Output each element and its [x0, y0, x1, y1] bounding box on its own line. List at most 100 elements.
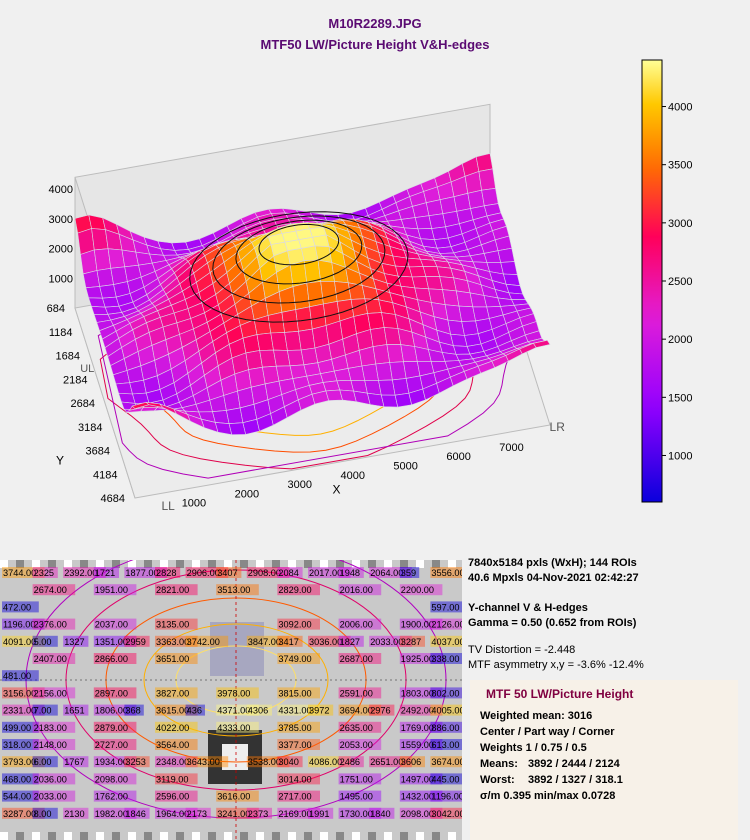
roi-value: 3651.00: [156, 654, 189, 664]
roi-value-bg: [369, 704, 395, 716]
roi-value: 5.00: [34, 637, 52, 647]
roi-value: 886.00: [431, 723, 459, 733]
roi-value-bg: [155, 618, 198, 630]
roi-value: 2036.00: [34, 774, 67, 784]
roi-value: 3827.00: [156, 688, 189, 698]
colorbar-tick-label: 1000: [668, 450, 692, 462]
checker-tile: [16, 560, 24, 568]
roi-value-bg: [430, 721, 462, 733]
roi-value-bg: [216, 790, 259, 802]
x-tick-label: 7000: [499, 442, 523, 454]
roi-value-bg: [93, 790, 137, 802]
roi-value-bg: [63, 756, 89, 768]
surface-contour: [235, 219, 363, 285]
x-tick-label: 1000: [182, 498, 206, 510]
roi-value: 468.00: [3, 774, 31, 784]
roi-value-bg: [308, 635, 351, 647]
roi-value-bg: [185, 635, 229, 647]
roi-value: 2033.00: [34, 792, 67, 802]
worst-value: 3892 / 1327 / 318.1: [528, 774, 623, 786]
checker-tile: [256, 832, 264, 840]
checker-tile: [32, 560, 40, 568]
roi-value: 597.00: [431, 602, 459, 612]
checker-tile: [0, 832, 8, 840]
checker-tile: [16, 832, 24, 840]
roi-value-bg: [338, 704, 382, 716]
roi-value: 3978.00: [217, 688, 250, 698]
surface-contour: [189, 211, 409, 323]
roi-value-bg: [2, 756, 45, 768]
roi-value: 3749.00: [278, 654, 311, 664]
checker-tile: [160, 560, 168, 568]
roi-value: 1769.00: [401, 723, 434, 733]
roi-value-bg: [32, 807, 58, 819]
y-tick-label: 2184: [63, 374, 87, 386]
roi-value-bg: [399, 756, 425, 768]
roi-value: 3972: [309, 706, 329, 716]
corner-label-lr: LR: [550, 420, 566, 434]
roi-value-bg: [277, 739, 320, 750]
roi-value: 1767: [64, 757, 84, 767]
roi-value-bg: [430, 773, 462, 785]
roi-value-bg: [32, 584, 76, 596]
checker-tile: [240, 560, 248, 568]
checker-tile: [96, 560, 104, 568]
checker-tile: [96, 832, 104, 840]
roi-value: 3674.00: [431, 757, 462, 767]
roi-value: 2674.00: [34, 585, 67, 595]
roi-value: 2064.00: [370, 568, 403, 578]
x-tick-label: 6000: [446, 451, 470, 463]
checker-tile: [368, 832, 376, 840]
checker-tile: [432, 832, 440, 840]
roi-value: 1559.00: [401, 740, 434, 750]
roi-value: 3643.00: [187, 757, 220, 767]
roi-value: 2821.00: [156, 585, 189, 595]
roi-value: 3616.00: [217, 792, 250, 802]
checker-tile: [336, 560, 344, 568]
roi-value: 3538.00: [248, 757, 281, 767]
roi-value: 2084: [278, 568, 298, 578]
roi-value-bg: [32, 687, 76, 699]
roi-value: 1900.00: [401, 620, 434, 630]
roi-value-bg: [399, 567, 420, 578]
z-tick-label: 1000: [49, 273, 73, 285]
roi-value-bg: [2, 721, 39, 733]
checker-tile: [160, 832, 168, 840]
roi-value: 1432.00: [401, 792, 434, 802]
checker-tile: [64, 560, 72, 568]
roi-value-bg: [277, 756, 303, 768]
roi-value: 2148.00: [34, 740, 67, 750]
roi-value-bg: [430, 635, 462, 647]
checker-tile: [432, 560, 440, 568]
roi-value: 1934.00: [95, 757, 128, 767]
info-distortion: TV Distortion = -2.448: [468, 644, 576, 656]
roi-value-bg: [93, 773, 137, 785]
roi-value: 1762.00: [95, 792, 128, 802]
checker-tile: [80, 560, 88, 568]
roi-value: 1327: [64, 637, 84, 647]
roi-value-bg: [338, 635, 364, 647]
y-axis-label: Y: [56, 454, 64, 468]
roi-value-bg: [430, 807, 462, 819]
roi-value-bg: [399, 635, 425, 647]
roi-value: 3092.00: [278, 620, 311, 630]
colorbar-tick-label: 2000: [668, 334, 692, 346]
roi-value: 2906.00: [187, 568, 220, 578]
checker-tile: [192, 832, 200, 840]
checker-tile: [192, 560, 200, 568]
y-tick-label: 1684: [56, 351, 80, 363]
roi-value-bg: [2, 739, 39, 750]
roi-value-bg: [93, 807, 137, 819]
roi-value: 4331.00: [278, 706, 311, 716]
roi-value-bg: [338, 756, 364, 768]
info-mpxls: 40.6 Mpxls 04-Nov-2021 02:42:27: [468, 572, 639, 584]
roi-value-bg: [338, 790, 382, 802]
roi-value-bg: [338, 618, 382, 630]
roi-value: 3742.00: [187, 637, 220, 647]
roi-value: 472.00: [3, 602, 31, 612]
roi-value: 481.00: [3, 671, 31, 681]
roi-value: 3785.00: [278, 723, 311, 733]
regions-label: Center / Part way / Corner: [480, 726, 615, 738]
colorbar-tick-label: 2500: [668, 276, 692, 288]
surface-quad: [478, 168, 496, 191]
